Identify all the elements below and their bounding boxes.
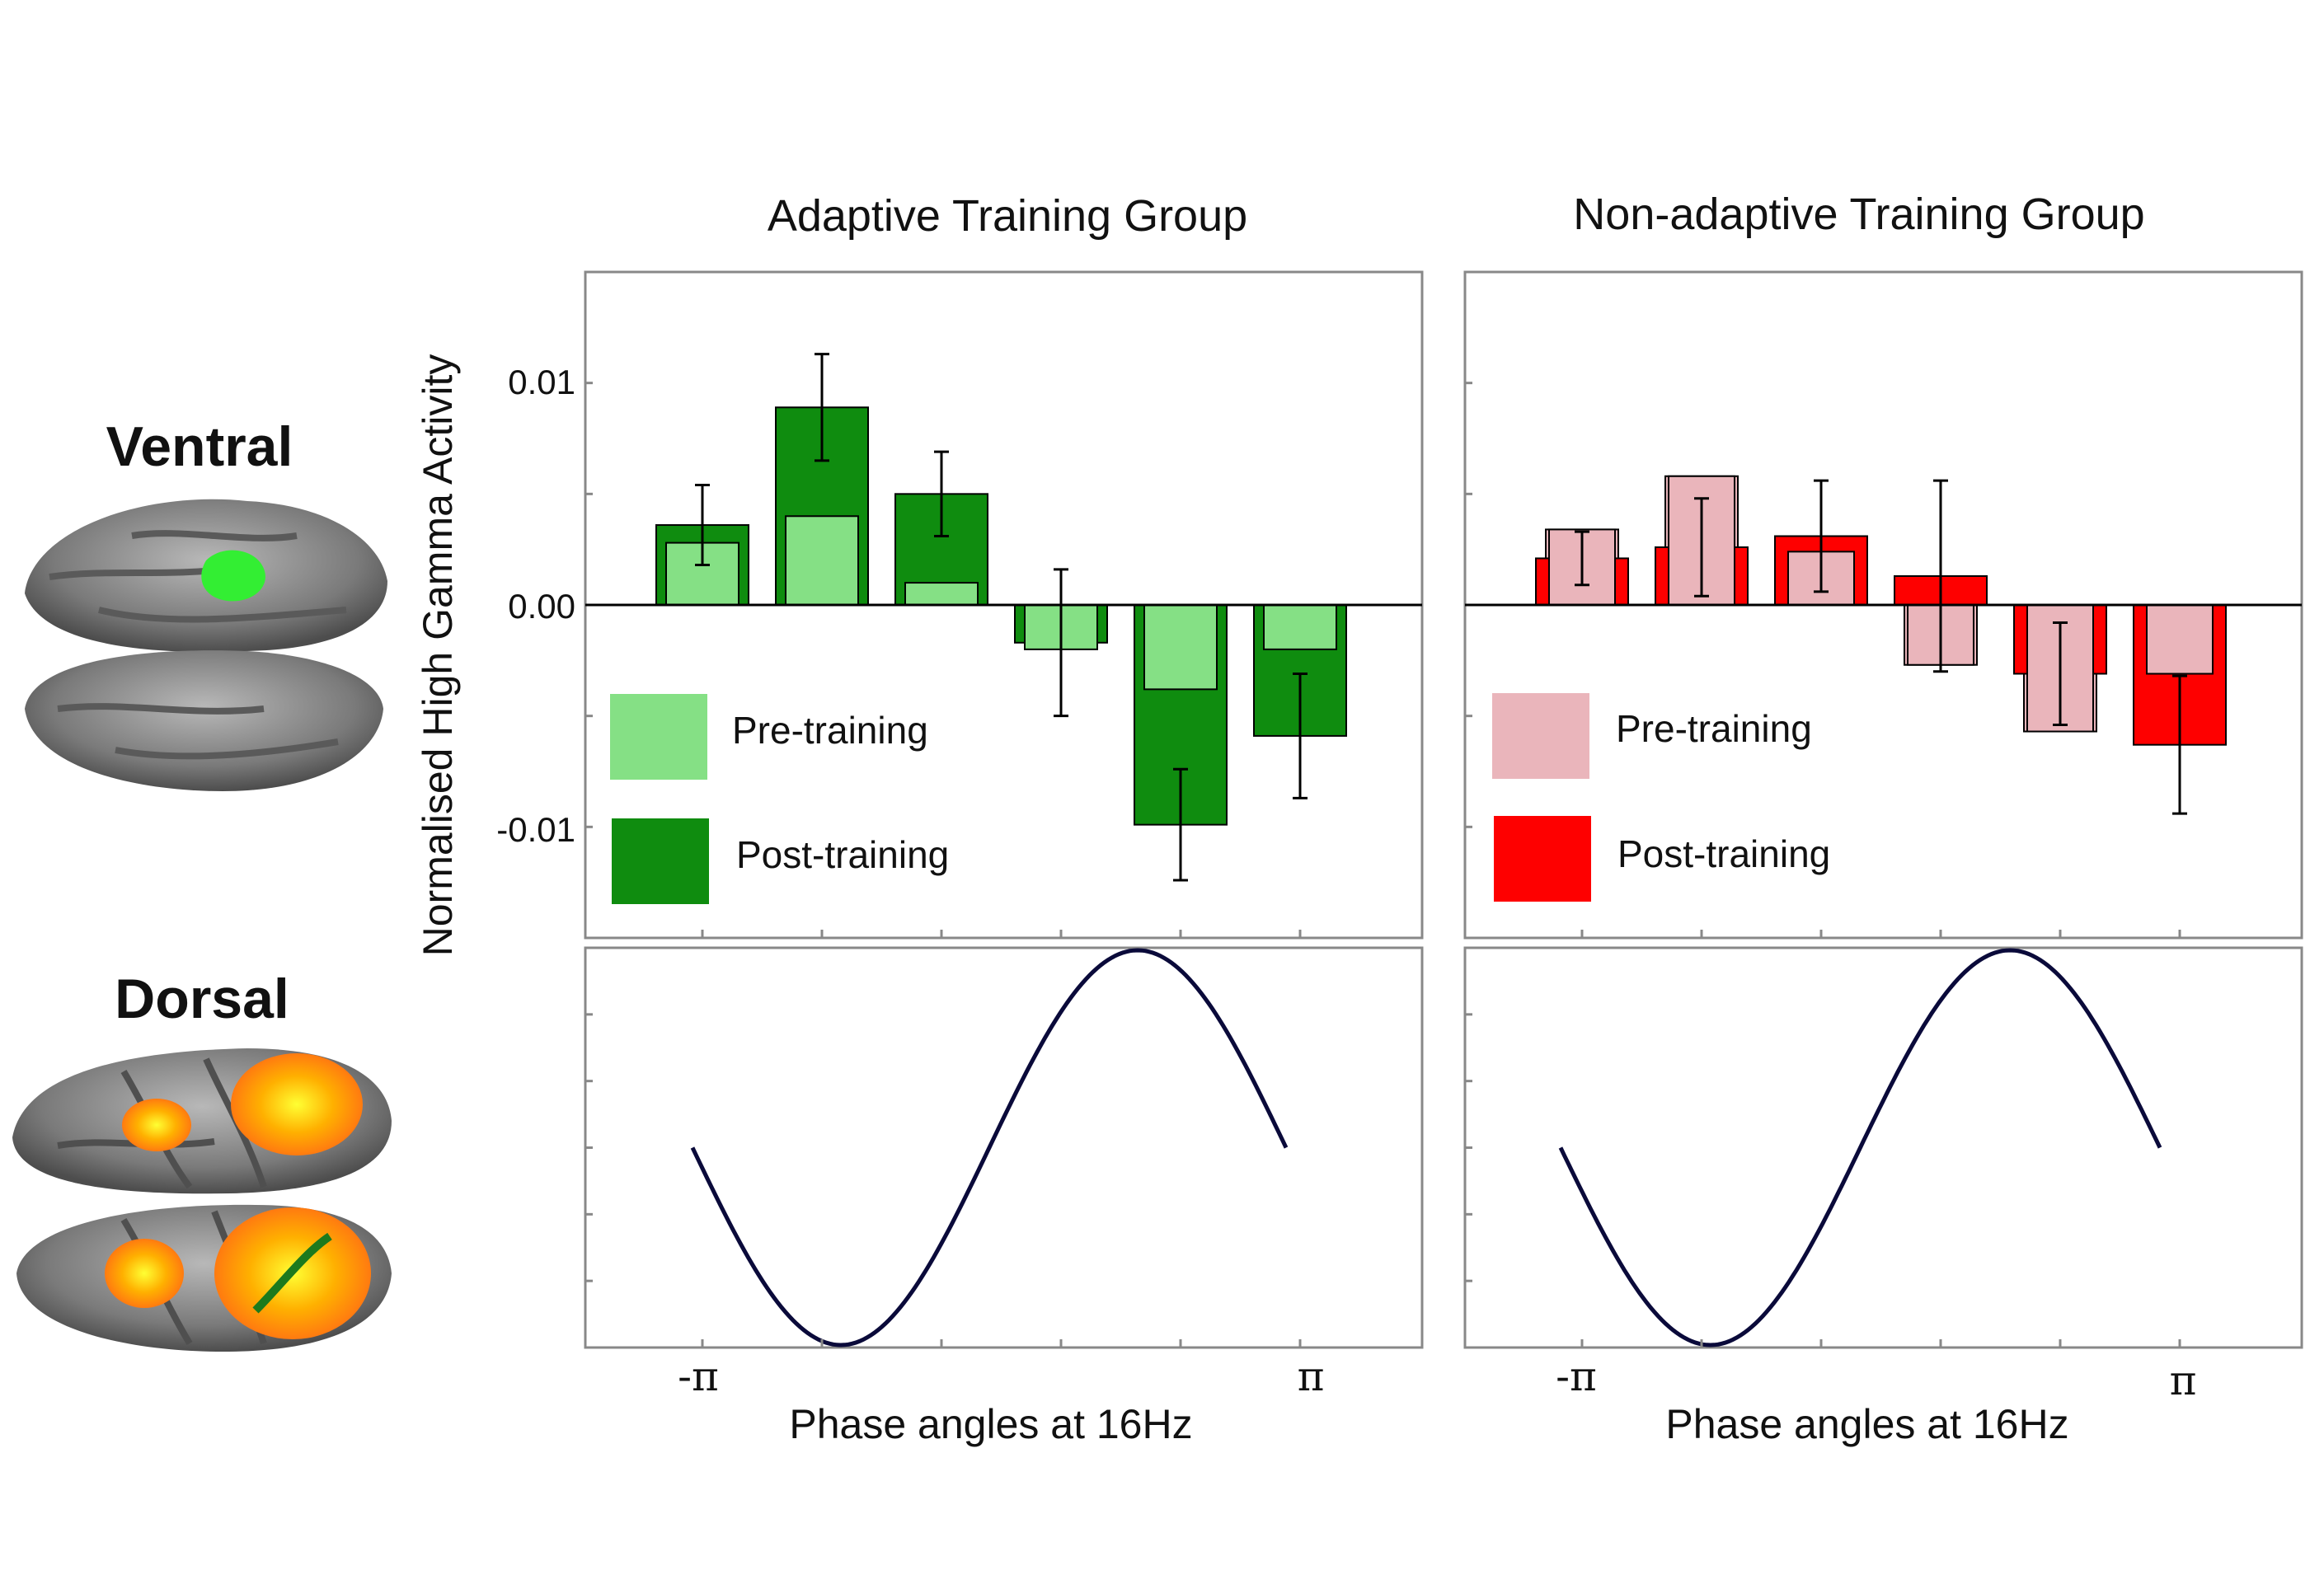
x-axis-label: Phase angles at 16Hz <box>1665 1401 2068 1447</box>
adaptive-bar-pre <box>1263 604 1337 650</box>
dorsal-brain-image <box>12 1048 392 1352</box>
adaptive-bar-chart: 0.01 0.00 -0.01 Pre-training Post-traini… <box>496 270 1424 940</box>
adaptive-bar-layer <box>585 353 1422 938</box>
legend-swatch-pre <box>610 694 707 780</box>
nonadaptive-bar-chart: Pre-training Post-training <box>1463 270 2303 940</box>
nonadaptive-panel-title: Non-adaptive Training Group <box>1573 190 2144 239</box>
adaptive-bar-pre <box>1143 604 1218 691</box>
nonadaptive-phase-plot: -π π Phase angles at 16Hz <box>1463 946 2303 1447</box>
legend-label-post: Post-training <box>1617 832 1830 875</box>
y-tick-label: 0.00 <box>508 587 575 626</box>
nonadaptive-sine-layer <box>1465 948 2181 1348</box>
y-tick-label: -0.01 <box>496 810 575 849</box>
legend-label-pre: Pre-training <box>1616 707 1812 750</box>
x-tick-label: π <box>1298 1352 1325 1400</box>
legend-swatch-post <box>1494 816 1591 902</box>
adaptive-panel-title: Adaptive Training Group <box>768 191 1247 241</box>
x-tick-label: -π <box>1556 1352 1597 1400</box>
adaptive-phase-plot: -π π Phase angles at 16Hz <box>584 946 1424 1447</box>
x-tick-label: π <box>2170 1357 2197 1404</box>
legend-label-pre: Pre-training <box>732 709 928 752</box>
dorsal-label: Dorsal <box>115 968 289 1030</box>
nonadaptive-sine-curve <box>1558 948 2162 1348</box>
adaptive-legend: Pre-training Post-training <box>610 694 949 904</box>
adaptive-phase-frame <box>584 946 1424 1349</box>
nonadaptive-legend: Pre-training Post-training <box>1492 693 1830 902</box>
y-tick-label: 0.01 <box>508 363 575 401</box>
legend-swatch-post <box>612 818 709 904</box>
x-axis-label: Phase angles at 16Hz <box>789 1401 1192 1447</box>
nonadaptive-phase-frame <box>1463 946 2303 1349</box>
ventral-label: Ventral <box>106 415 293 478</box>
brain-panel: Ventral Dorsal <box>12 415 392 1352</box>
adaptive-sine-curve <box>690 948 1289 1348</box>
adaptive-bar-pre <box>904 582 979 606</box>
nonadaptive-bar-pre <box>2146 604 2214 675</box>
y-axis-label: Normalised High Gamma Activity <box>415 354 461 957</box>
nonadaptive-bar-layer <box>1465 382 2302 938</box>
legend-swatch-pre <box>1492 693 1589 779</box>
legend-label-post: Post-training <box>736 833 949 876</box>
adaptive-bar-pre <box>785 515 859 606</box>
adaptive-sine-layer <box>585 948 1302 1348</box>
ventral-brain-image <box>25 499 387 791</box>
x-tick-label: -π <box>678 1352 719 1400</box>
